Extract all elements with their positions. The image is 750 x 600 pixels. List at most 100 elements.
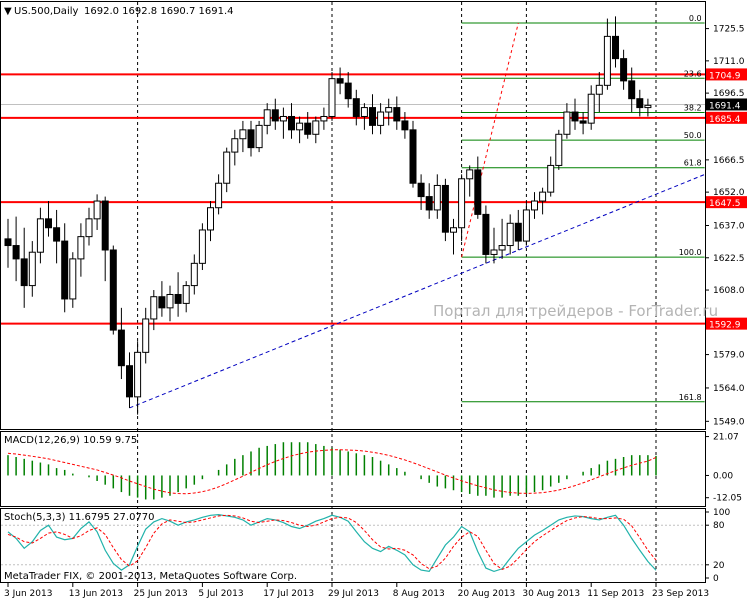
candle-body-bear [369,107,376,126]
candle-30 [247,120,255,157]
candle-body-bear [271,109,279,122]
candle-63 [514,209,522,250]
macd-panel[interactable] [0,431,706,507]
candle-body-bear [409,129,417,184]
candle-body-bull [360,107,368,117]
candle-body-bear [53,227,61,242]
candle-10 [85,207,93,246]
candle-body-bull [458,178,466,229]
price-tick-label-8: 1608.0 [713,286,745,296]
candle-body-bull [385,107,393,113]
level-tag-bg-1 [706,111,747,124]
candle-27 [223,147,231,193]
watermark: Портал для трейдеров - ForTrader.ru [433,302,718,320]
candle-38 [312,116,320,144]
candle-body-bear [109,249,117,331]
time-axis: 3 Jun 2013 13 Jun 2013 25 Jun 2013 5 Jul 20… [4,583,709,599]
candle-body-bull [36,218,44,253]
candle-body-bear [474,169,482,215]
level-tag-0: 1704.9 [709,71,741,81]
candle-body-bull [134,351,142,398]
candle-13 [109,245,117,335]
candle-42 [344,71,352,108]
candle-body-bear [612,35,619,60]
candle-77 [628,67,636,113]
candle-body-bear [352,98,360,117]
stoch-tick-label-3: 0 [713,574,719,584]
chart-dropdown-icon[interactable]: ▼ [4,6,12,17]
candle-body-bull [328,78,336,117]
candle-28 [231,129,239,166]
candle-body-bear [336,78,344,84]
candle-78 [636,89,644,117]
candle-body-bear [482,213,490,255]
candle-40 [328,71,336,121]
candle-46 [377,103,385,135]
macd-tick-label-0: 21.07 [713,433,739,443]
time-tick-label-3: 5 Jul 2013 [198,589,243,599]
time-tick-label-2: 25 Jun 2013 [134,589,188,599]
fibo-label-2: 38.2 [684,103,702,112]
candle-body-bear [101,200,109,251]
candle-68 [555,129,563,170]
macd-tick-label-2: -12.05 [713,494,742,504]
candle-body-bull [320,115,328,122]
fibo-label-3: 50.0 [684,131,702,140]
candle-9 [77,223,85,277]
price-tick-label-0: 1725.5 [713,25,745,35]
candle-52 [425,183,433,219]
candle-59 [482,205,490,264]
candle-44 [360,103,368,130]
candle-58 [474,156,482,219]
macd-signal-line [7,449,657,495]
candle-64 [522,201,530,246]
price-tick-label-2: 1696.5 [713,89,745,99]
candle-body-bull [166,293,174,309]
stochastic-panel[interactable] [0,508,706,583]
candle-22 [182,281,190,313]
candle-body-bull [563,111,571,135]
stoch-title: Stoch(5,3,3) 11.6795 27.0770 [4,512,155,523]
candle-body-bull [239,129,247,140]
candle-body-bull [522,209,530,242]
level-tag-1: 1685.4 [709,115,741,125]
price-tick-label-11: 1564.0 [713,384,745,394]
time-tick-label-1: 13 Jun 2013 [69,589,123,599]
level-tag-bg-3 [706,317,747,330]
candle-29 [239,120,247,153]
candle-66 [539,187,547,215]
candle-12 [101,196,109,282]
candle-54 [441,178,449,242]
candle-body-bull [223,151,231,184]
fibo-label-5: 100.0 [679,248,702,257]
fibo-label-1: 23.6 [684,69,702,78]
candle-33 [271,98,279,130]
fibo-label-6: 161.8 [679,393,702,402]
candle-37 [304,112,312,139]
symbol-title: US.500,Daily [14,6,78,17]
candle-73 [595,71,603,113]
candle-body-bull [231,138,239,153]
candle-19 [158,281,166,317]
candle-34 [279,107,287,139]
candle-body-bull [190,262,198,287]
time-tick-label-8: 30 Aug 2013 [522,589,580,599]
candle-body-bear [628,80,636,100]
candle-36 [296,116,304,144]
fibo-diagonal [461,22,519,258]
candle-51 [417,174,425,210]
candle-body-bull [182,285,190,304]
candle-7 [61,223,69,313]
candle-body-bear [344,82,352,100]
candle-8 [69,252,77,308]
candle-body-bear [441,184,449,233]
candle-body-bull [77,236,85,260]
candle-body-bull [150,296,158,320]
candle-43 [352,89,360,126]
candle-3 [28,241,36,297]
fibo-label-4: 61.8 [684,159,702,168]
level-tag-2: 1647.5 [709,199,741,209]
time-tick-label-7: 20 Aug 2013 [458,589,516,599]
candle-20 [166,285,174,322]
